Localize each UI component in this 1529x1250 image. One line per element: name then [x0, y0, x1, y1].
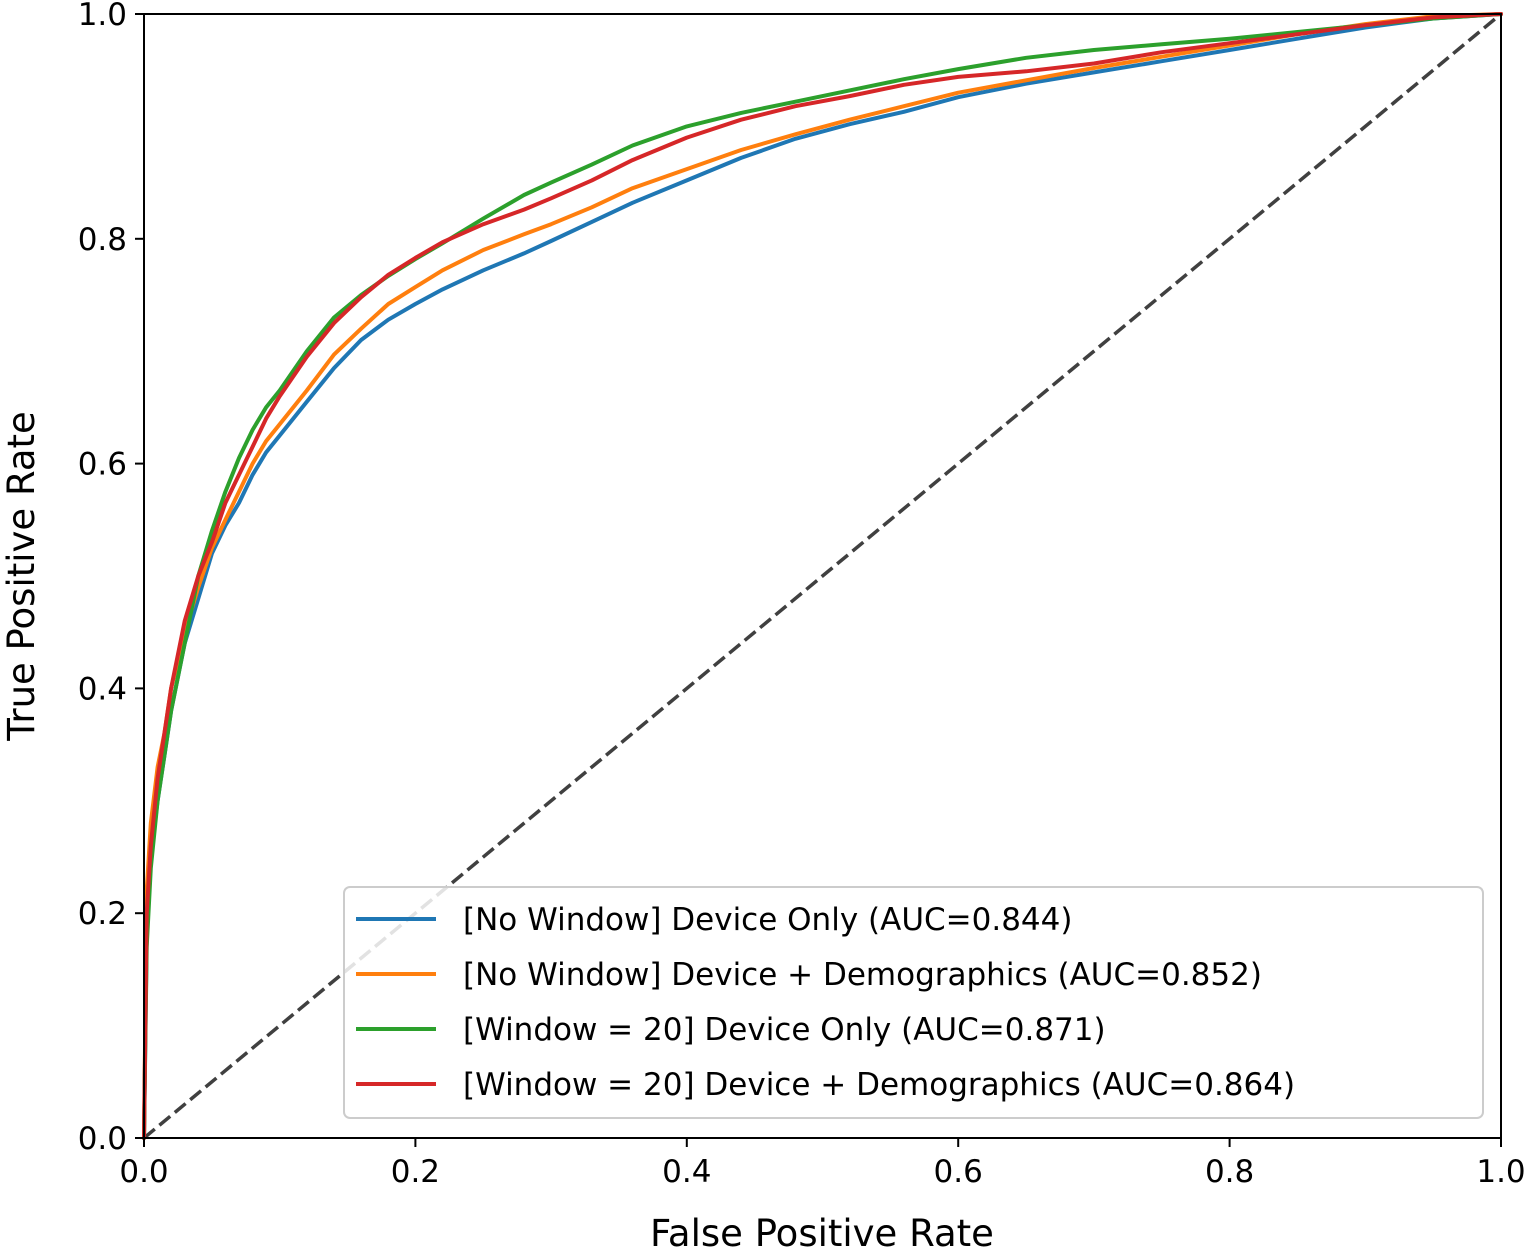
y-tick-label: 0.8 — [78, 222, 127, 258]
x-axis-label: False Positive Rate — [650, 1212, 994, 1250]
legend-label-1: [No Window] Device Only (AUC=0.844) — [463, 902, 1072, 938]
y-axis-label: True Positive Rate — [0, 411, 43, 742]
legend-box — [343, 886, 1484, 1119]
x-tick-label: 0.2 — [391, 1154, 440, 1190]
y-tick-label: 0.0 — [78, 1121, 127, 1157]
x-tick-label: 1.0 — [1476, 1154, 1525, 1190]
x-tick-label: 0.0 — [119, 1154, 168, 1190]
legend-label-4: [Window = 20] Device + Demographics (AUC… — [463, 1067, 1295, 1103]
legend: [No Window] Device Only (AUC=0.844) [No W… — [343, 886, 1484, 1119]
x-tick-label: 0.8 — [1205, 1154, 1254, 1190]
x-tick-label: 0.6 — [934, 1154, 983, 1190]
x-tick-label: 0.4 — [662, 1154, 711, 1190]
series-line-4 — [142, 12, 1503, 1140]
y-tick-label: 0.2 — [78, 896, 127, 932]
legend-label-3: [Window = 20] Device Only (AUC=0.871) — [463, 1012, 1106, 1048]
y-axis-ticks: 0.0 0.2 0.4 0.6 0.8 1.0 — [78, 0, 144, 1157]
y-tick-label: 0.6 — [78, 447, 127, 483]
plot-frame — [143, 13, 1502, 1139]
y-tick-label: 1.0 — [78, 0, 127, 33]
y-tick-label: 0.4 — [78, 671, 127, 707]
x-axis-ticks: 0.0 0.2 0.4 0.6 0.8 1.0 — [119, 1138, 1526, 1190]
legend-label-2: [No Window] Device + Demographics (AUC=0… — [463, 957, 1262, 993]
